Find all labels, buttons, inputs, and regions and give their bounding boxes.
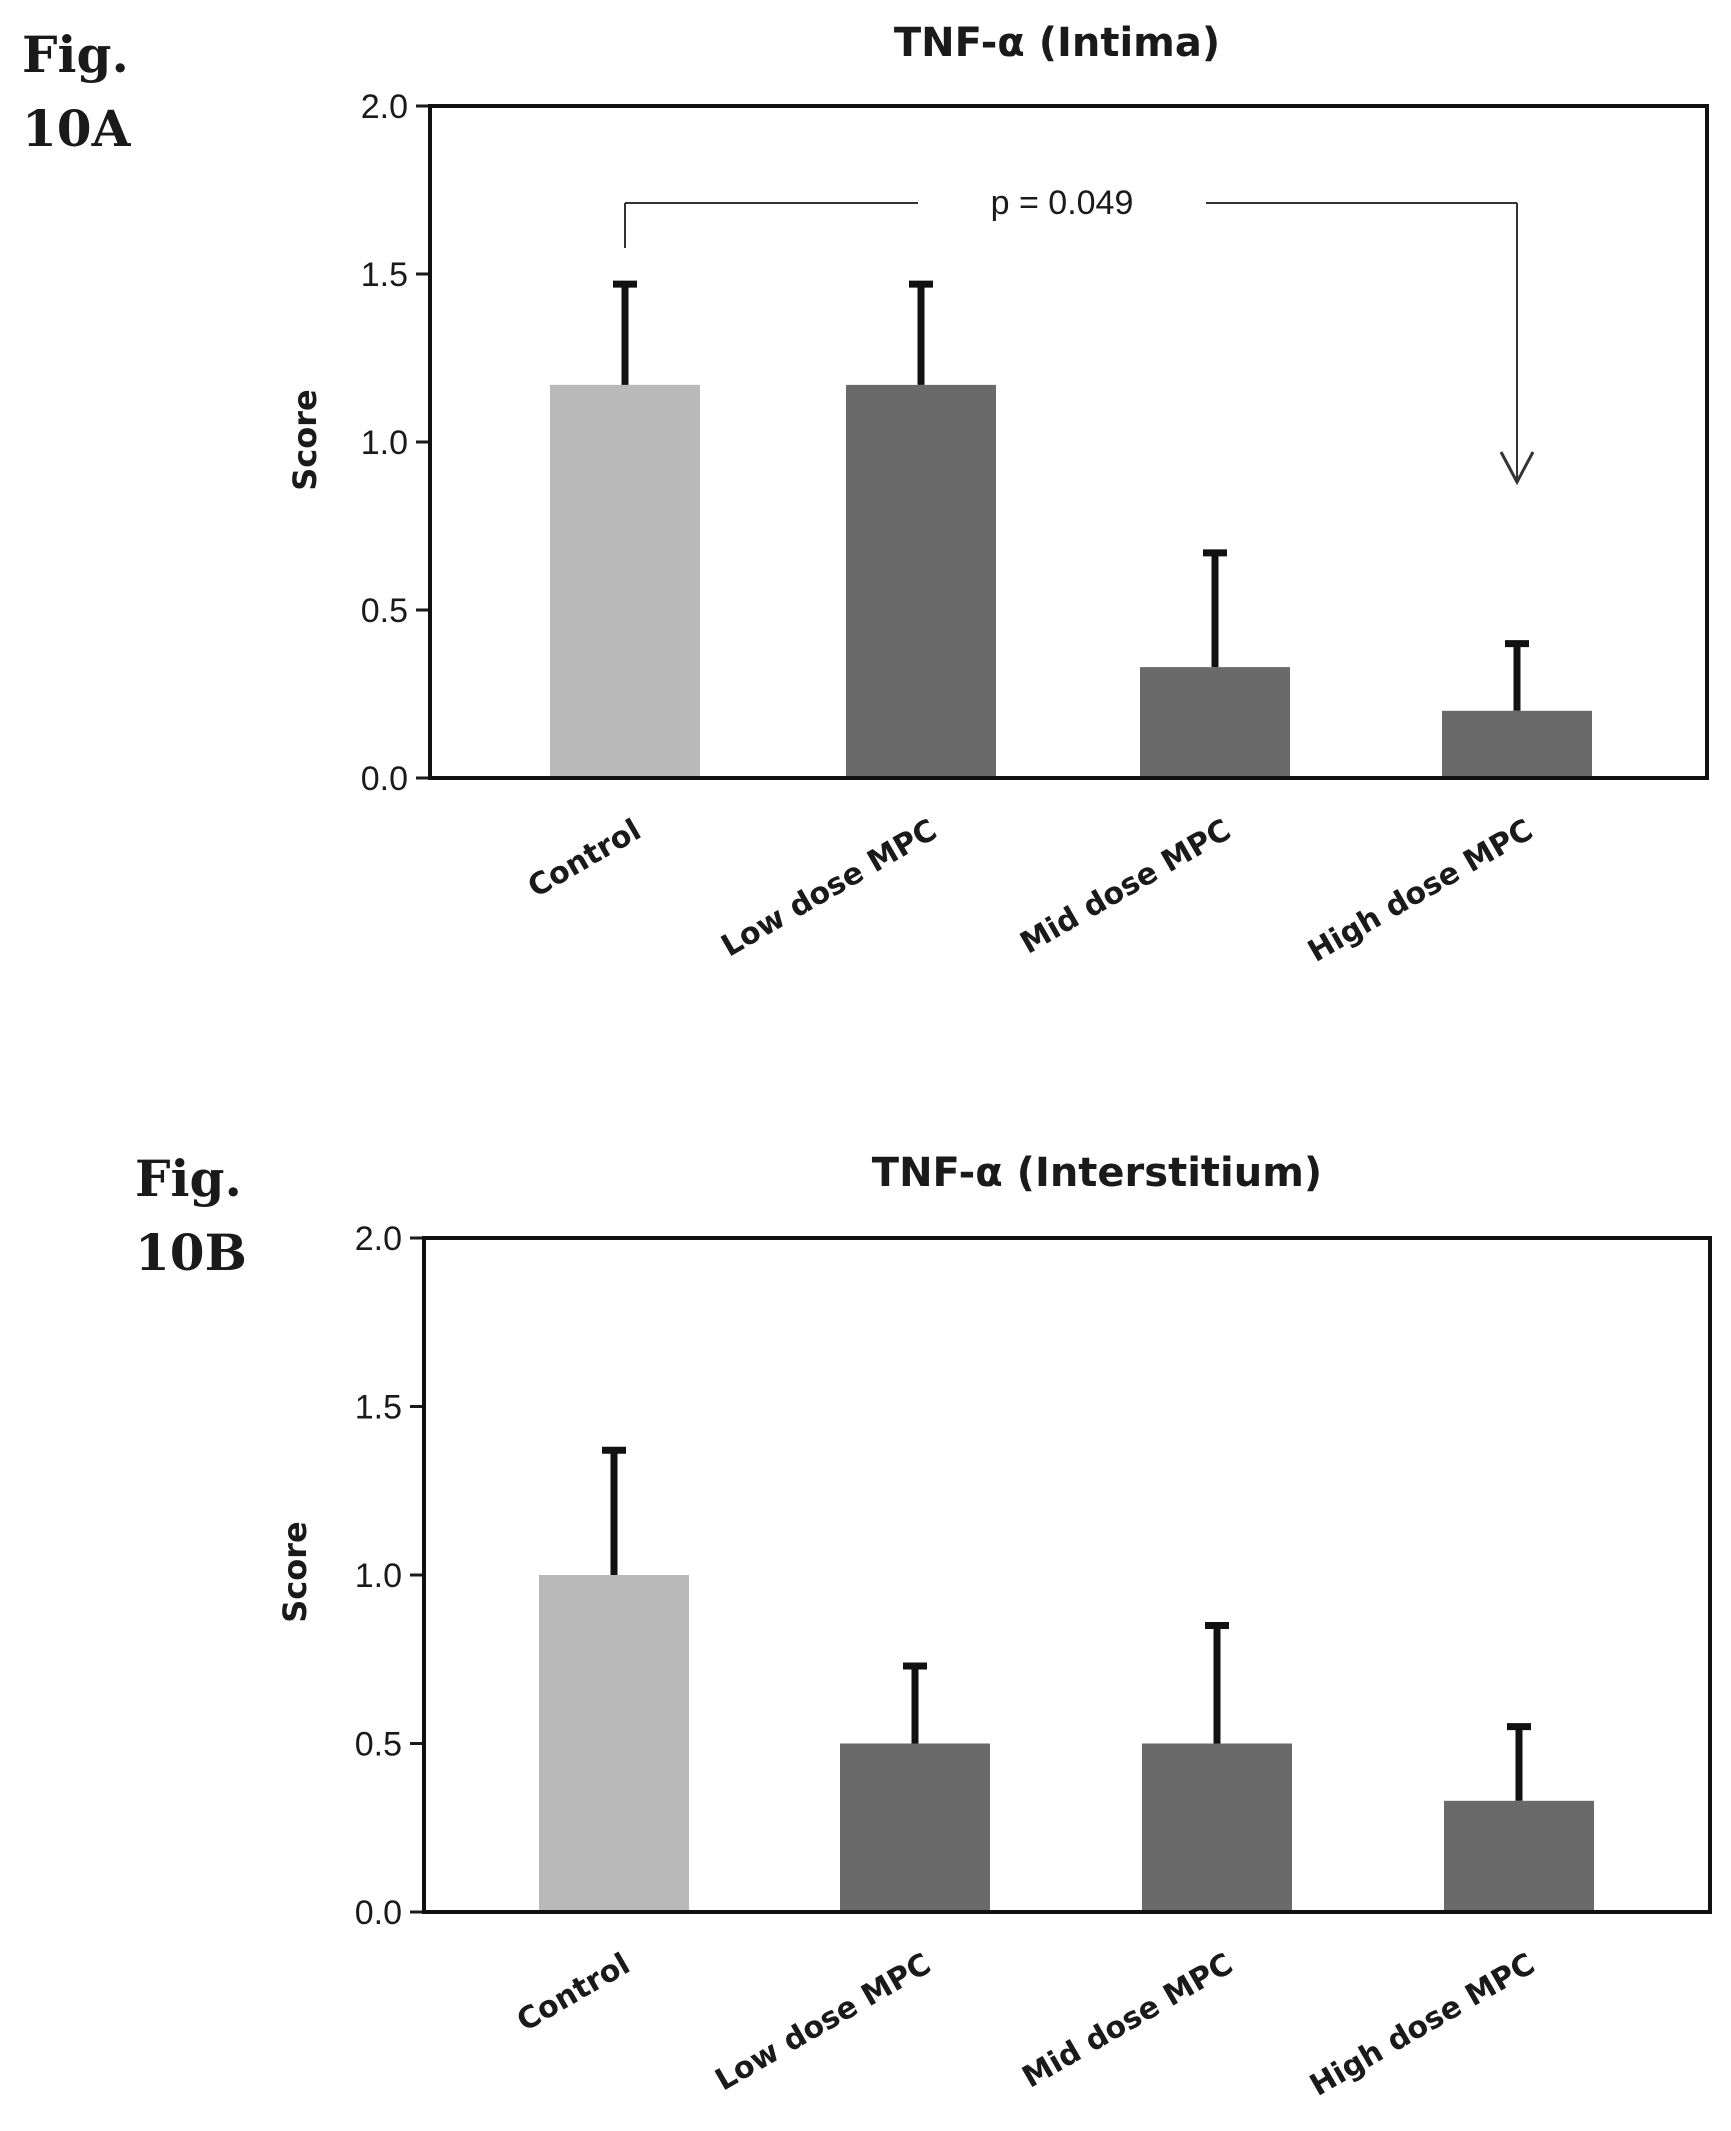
chart-b-bar xyxy=(1142,1743,1292,1912)
chart-b-xtick-label: Control xyxy=(511,1947,636,2039)
chart-b-xtick-label: High dose MPC xyxy=(1304,1947,1541,2104)
fig-10a-label-line1: Fig. xyxy=(22,25,129,84)
chart-b-plot: 0.0 0.5 1.0 1.5 2.0 Control Low dose MPC Mid do… xyxy=(355,1220,1712,2104)
chart-a-ytick-label: 1.0 xyxy=(361,424,408,462)
chart-a-ytick-label: 1.5 xyxy=(361,256,408,294)
chart-a-bar xyxy=(1442,710,1592,778)
fig-10b-label-line1: Fig. xyxy=(135,1149,242,1208)
chart-a-ytick-label: 0.0 xyxy=(361,760,408,798)
chart-b-ytick-label: 0.0 xyxy=(355,1894,402,1932)
chart-a-bar xyxy=(550,384,700,778)
chart-b-ytick-label: 1.5 xyxy=(355,1389,402,1427)
chart-a-title: TNF-α (Intima) xyxy=(894,20,1220,66)
figure-10a: Fig. 10A TNF-α (Intima) Score 0.0 0.5 1.0 1… xyxy=(22,20,1709,970)
chart-a-xtick-label: Low dose MPC xyxy=(716,813,943,965)
chart-a-bar xyxy=(846,384,996,778)
chart-b-bar xyxy=(1444,1800,1594,1912)
chart-b-ytick-label: 1.0 xyxy=(355,1557,402,1595)
significance-arrow-head xyxy=(1499,451,1535,486)
significance-p-value: p = 0.049 xyxy=(991,184,1134,222)
chart-b-xtick-label: Mid dose MPC xyxy=(1017,1947,1239,2096)
chart-b-plot-frame xyxy=(422,1236,1712,1914)
fig-10a-label-line2: 10A xyxy=(22,99,132,158)
chart-a-bar xyxy=(1140,667,1290,778)
chart-b-title: TNF-α (Interstitium) xyxy=(872,1150,1322,1196)
chart-b-y-axis-label: Score xyxy=(276,1521,314,1622)
chart-a-plot-frame xyxy=(428,104,1709,780)
chart-a-ytick-label: 0.5 xyxy=(361,592,408,630)
chart-a-y-axis-label: Score xyxy=(286,389,324,490)
figure-10b: Fig. 10B TNF-α (Interstitium) Score 0.00… xyxy=(135,1149,1712,2104)
chart-a-xtick-label: Mid dose MPC xyxy=(1015,813,1237,962)
chart-a-xtick-label: Control xyxy=(522,813,647,905)
chart-a-xtick-label: High dose MPC xyxy=(1302,813,1539,970)
chart-a-plot: 0.0 0.5 1.0 1.5 2.0 Control Low dose MPC Mid do… xyxy=(361,88,1709,970)
chart-b-ytick-label: 0.5 xyxy=(355,1726,402,1764)
chart-b-ytick-label: 2.0 xyxy=(355,1220,402,1258)
chart-a-ytick-label: 2.0 xyxy=(361,88,408,126)
chart-b-xtick-label: Low dose MPC xyxy=(710,1947,937,2099)
fig-10b-label-line2: 10B xyxy=(135,1223,247,1282)
chart-b-bar xyxy=(840,1743,990,1912)
chart-b-bar xyxy=(539,1575,689,1912)
